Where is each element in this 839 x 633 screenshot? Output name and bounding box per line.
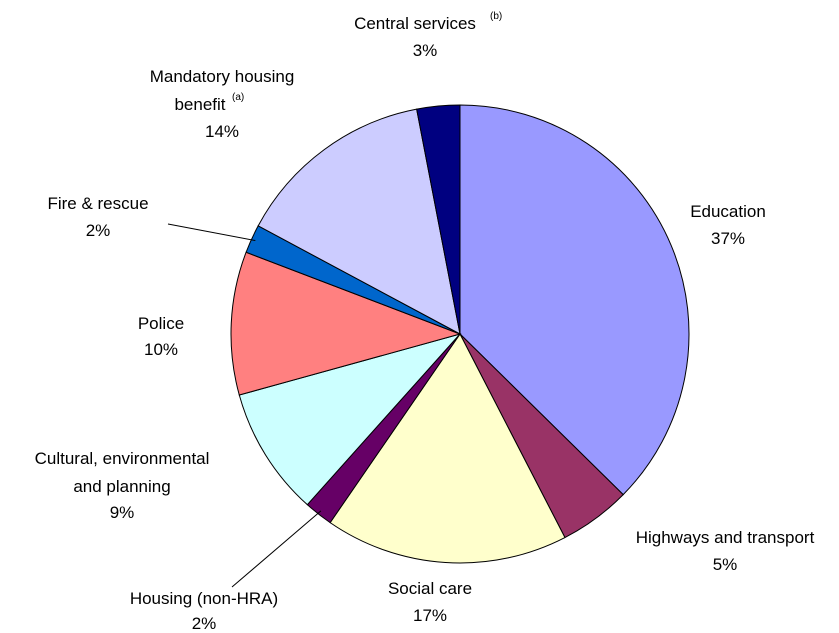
pie-slice-police (230, 251, 462, 396)
pie-slice-cultural-environmental-and-planning (238, 333, 462, 506)
slice-label-mhb-line2: benefit (174, 95, 225, 114)
slice-label-social-care: Social care (388, 579, 472, 598)
label-police: Police 10% (138, 314, 184, 359)
slice-value-mhb: 14% (205, 122, 239, 141)
slice-value-police: 10% (144, 340, 178, 359)
slice-value-social-care: 17% (413, 606, 447, 625)
slice-value-housing-non-hra: 2% (192, 614, 217, 633)
pie-slice-mandatory-housing-benefit (257, 108, 461, 335)
slice-value-central-services: 3% (413, 41, 438, 60)
label-education: Education 37% (690, 202, 766, 248)
pie-slice-social-care (329, 333, 566, 564)
slice-label-central-services: Central services (354, 14, 476, 33)
label-central-services: Central services (b) 3% (354, 11, 502, 60)
slice-value-cultural: 9% (110, 503, 135, 522)
label-social-care: Social care 17% (388, 579, 472, 625)
leader-line-housing-non-hra (231, 510, 322, 588)
footnote-b: (b) (490, 11, 502, 22)
footnote-a: (a) (232, 92, 244, 103)
leader-line-fire-rescue (167, 223, 256, 242)
slice-label-cultural-line2: and planning (73, 477, 170, 496)
slice-label-mhb-line1: Mandatory housing (150, 67, 295, 86)
pie-slice-education (459, 104, 690, 496)
slice-value-highways-transport: 5% (713, 555, 738, 574)
slice-value-education: 37% (711, 229, 745, 248)
label-fire-rescue: Fire & rescue 2% (47, 194, 148, 240)
label-highways-transport: Highways and transport 5% (636, 528, 815, 574)
slice-label-highways-transport: Highways and transport (636, 528, 815, 547)
slice-label-cultural-line1: Cultural, environmental (35, 449, 210, 468)
slice-value-fire-rescue: 2% (86, 221, 111, 240)
label-cultural-environmental-planning: Cultural, environmental and planning 9% (35, 449, 210, 522)
slice-label-education: Education (690, 202, 766, 221)
slice-label-fire-rescue: Fire & rescue (47, 194, 148, 213)
label-housing-non-hra: Housing (non-HRA) 2% (130, 589, 278, 633)
leader-lines (167, 223, 322, 588)
slice-label-housing-non-hra: Housing (non-HRA) (130, 589, 278, 608)
label-mandatory-housing-benefit: Mandatory housing benefit (a) 14% (150, 67, 295, 141)
pie-slice-central-services (416, 104, 461, 335)
pie-slices (230, 104, 690, 564)
slice-label-police: Police (138, 314, 184, 333)
